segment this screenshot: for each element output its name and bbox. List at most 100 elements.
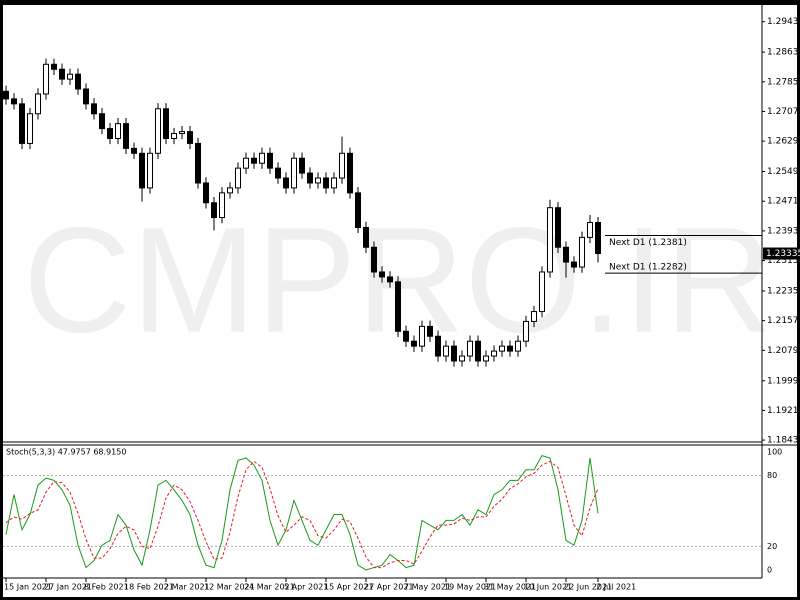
candle-body	[243, 157, 249, 169]
x-tick-label: 12 Mar 2021	[204, 583, 255, 592]
candle-body	[123, 123, 129, 149]
candle-body	[107, 128, 113, 139]
candle-body	[227, 187, 233, 194]
x-tick-label: 31 May 2021	[484, 583, 536, 592]
x-tick-label: 24 Mar 2021	[244, 583, 295, 592]
y-tick-label: 1.18430	[767, 436, 800, 446]
candle-body	[555, 207, 561, 248]
candle-body	[275, 167, 281, 179]
candle-body	[371, 246, 377, 273]
candle-body	[579, 236, 585, 268]
x-tick-label: 8 Feb 2021	[84, 583, 129, 592]
x-tick-label: 7 May 2021	[404, 583, 451, 592]
candle-body	[347, 152, 353, 194]
candle-body	[491, 350, 497, 357]
candle-body	[91, 103, 97, 115]
stoch-line	[5, 460, 599, 569]
x-tick-label: 5 Apr 2021	[284, 583, 328, 592]
candle-body	[419, 325, 425, 347]
candle-body	[291, 157, 297, 189]
candle-body	[395, 281, 401, 332]
x-tick-label: 10 Jun 2021	[524, 583, 572, 592]
y-tick-label: 1.28630	[767, 48, 800, 58]
y-tick-label: 1.19990	[767, 376, 800, 386]
candle-body	[563, 246, 569, 263]
y-tick-label: 1.20790	[767, 346, 800, 356]
candle-body	[307, 172, 313, 184]
candle-body	[99, 113, 105, 130]
indicator-title: Stoch(5,3,3) 47.9757 68.9150	[6, 448, 126, 457]
y-tick-label: 1.29430	[767, 17, 800, 27]
candle-body	[315, 177, 321, 184]
candle-body	[507, 345, 513, 352]
candle-body	[203, 182, 209, 204]
candle-body	[387, 276, 393, 283]
candle-body	[427, 325, 433, 337]
y-tick-label: 1.24710	[767, 197, 800, 207]
candle-body	[67, 73, 73, 80]
candle-body	[587, 222, 593, 238]
candle-body	[219, 192, 225, 219]
candle-body	[35, 93, 41, 115]
x-tick-label: 2 Mar 2021	[164, 583, 210, 592]
x-tick-label: 22 Jun 2021	[564, 583, 612, 592]
candle-body	[299, 157, 305, 174]
candle-body	[51, 63, 57, 70]
x-tick-label: 27 Apr 2021	[364, 583, 413, 592]
candle-body	[171, 133, 177, 139]
y-tick-label: 1.27070	[767, 107, 800, 117]
y-tick-label: 1.19210	[767, 406, 800, 416]
candle-body	[43, 63, 49, 95]
candle-body	[115, 123, 121, 139]
candle-body	[163, 108, 169, 139]
x-tick-label: 27 Jan 2021	[44, 583, 92, 592]
candle-body	[435, 335, 441, 357]
candle-body	[259, 152, 265, 164]
candle-body	[147, 152, 153, 189]
candle-body	[547, 207, 553, 273]
candle-body	[531, 311, 537, 322]
candle-body	[331, 177, 337, 189]
candle-body	[403, 330, 409, 342]
candle-body	[11, 98, 17, 105]
candle-body	[523, 320, 529, 342]
candle-body	[339, 152, 345, 179]
current-price-label: 1.23335	[766, 249, 800, 259]
candle-body	[3, 90, 9, 100]
candle-body	[595, 222, 601, 255]
candle-body	[211, 202, 217, 219]
candle-body	[411, 340, 417, 347]
candle-body	[187, 131, 193, 144]
x-tick-label: 2 Jul 2021	[596, 583, 636, 592]
candle-body	[363, 226, 369, 248]
candle-body	[451, 345, 457, 362]
y-tick-label: 80	[767, 471, 777, 480]
candle-body	[195, 142, 201, 184]
x-tick-label: 15 Jan 2021	[4, 583, 52, 592]
candle-body	[571, 261, 577, 268]
candle-body	[235, 167, 241, 189]
candle-body	[19, 103, 25, 144]
candle-body	[179, 131, 185, 135]
candle-body	[467, 340, 473, 357]
y-tick-label: 1.23150	[767, 256, 800, 266]
candle-body	[459, 355, 465, 362]
y-tick-label: 1.26290	[767, 137, 800, 147]
x-tick-label: 19 May 2021	[444, 583, 496, 592]
level-label: Next D1 (1.2282)	[609, 263, 687, 273]
candle-body	[283, 177, 289, 189]
y-tick-label: 0	[767, 565, 772, 574]
current-price-box	[763, 247, 797, 260]
stoch-line	[5, 455, 599, 571]
candle-body	[59, 68, 65, 80]
y-tick-label: 1.21570	[767, 316, 800, 326]
candle-body	[355, 192, 361, 228]
y-tick-label: 1.27850	[767, 77, 800, 87]
y-tick-label: 20	[767, 542, 777, 551]
candle-body	[499, 345, 505, 352]
candle-body	[139, 152, 145, 189]
candle-body	[267, 152, 273, 169]
candle-body	[515, 340, 521, 352]
